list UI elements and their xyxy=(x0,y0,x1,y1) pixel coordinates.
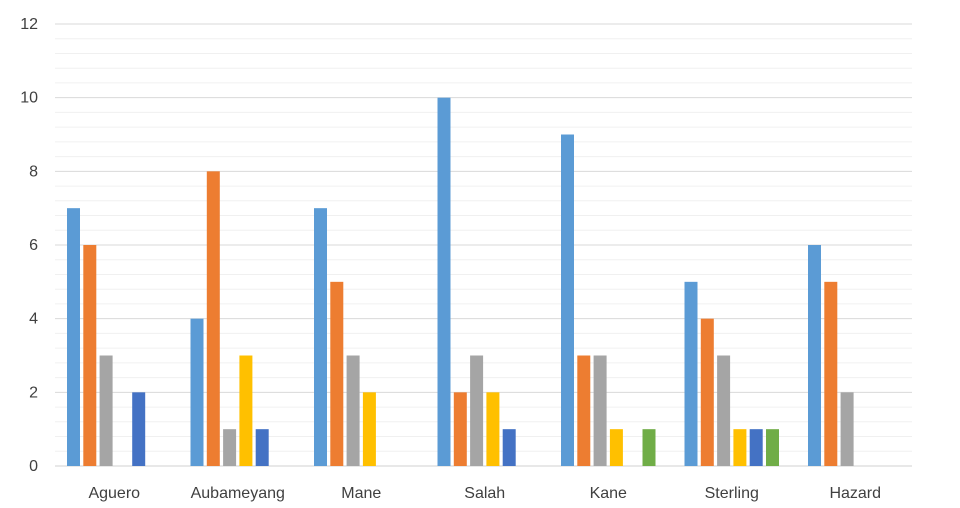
bar-aubameyang-s3 xyxy=(223,429,237,466)
x-axis: Aguero Aubameyang Mane Salah Kane Sterling Haz… xyxy=(88,485,881,502)
bar-salah-s2 xyxy=(453,392,467,466)
bar-salah-s1 xyxy=(437,97,451,467)
bar-mane-s2 xyxy=(330,281,344,466)
bar-salah-s5 xyxy=(502,429,516,466)
bar-hazard-s3 xyxy=(840,392,854,466)
bar-kane-s6 xyxy=(642,429,656,466)
x-tick-label: Kane xyxy=(590,485,627,502)
bars-layer xyxy=(67,97,854,467)
x-tick-label: Aubameyang xyxy=(191,485,285,502)
y-tick-label: 2 xyxy=(29,384,38,401)
x-tick-label: Hazard xyxy=(829,485,881,502)
bar-aguero-s5 xyxy=(132,392,146,466)
bar-aubameyang-s2 xyxy=(206,171,220,467)
y-tick-label: 6 xyxy=(29,237,38,254)
x-tick-label: Sterling xyxy=(705,485,759,502)
y-tick-label: 0 xyxy=(29,458,38,475)
bar-aguero-s2 xyxy=(83,245,97,466)
bar-aubameyang-s5 xyxy=(255,429,269,466)
x-tick-label: Aguero xyxy=(88,485,140,502)
bar-kane-s2 xyxy=(577,355,591,466)
bar-kane-s3 xyxy=(593,355,607,466)
bar-sterling-s1 xyxy=(684,281,698,466)
x-tick-label: Mane xyxy=(341,485,381,502)
bar-aguero-s1 xyxy=(67,208,80,466)
bar-hazard-s1 xyxy=(808,245,821,466)
y-tick-label: 12 xyxy=(20,16,38,33)
bar-sterling-s5 xyxy=(749,429,763,466)
bar-mane-s1 xyxy=(314,208,327,466)
bar-sterling-s2 xyxy=(700,318,714,466)
y-tick-label: 8 xyxy=(29,163,38,180)
x-tick-label: Salah xyxy=(464,485,505,502)
bar-aubameyang-s4 xyxy=(239,355,253,466)
bar-mane-s4 xyxy=(362,392,376,466)
bar-kane-s4 xyxy=(609,429,623,466)
bar-hazard-s2 xyxy=(824,281,838,466)
bar-sterling-s6 xyxy=(766,429,779,466)
bar-kane-s1 xyxy=(561,134,574,466)
bar-salah-s3 xyxy=(470,355,484,466)
y-tick-label: 4 xyxy=(29,311,38,328)
bar-sterling-s4 xyxy=(733,429,747,466)
bar-aubameyang-s1 xyxy=(190,318,204,466)
bar-salah-s4 xyxy=(486,392,500,466)
bar-sterling-s3 xyxy=(717,355,731,466)
grid-layer xyxy=(55,23,912,467)
y-tick-label: 10 xyxy=(20,90,38,107)
bar-mane-s3 xyxy=(346,355,360,466)
bar-aguero-s3 xyxy=(99,355,113,466)
y-axis: 0 2 4 6 8 10 12 xyxy=(20,16,38,475)
